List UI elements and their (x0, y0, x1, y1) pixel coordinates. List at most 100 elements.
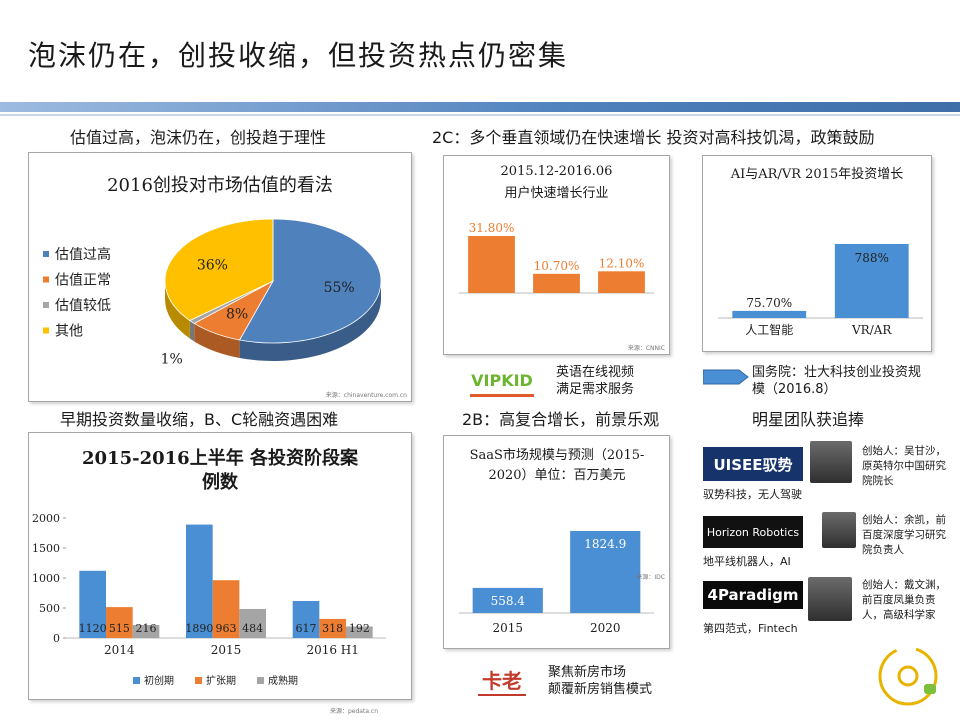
case-line: 英语在线视频 (556, 365, 635, 380)
legend-label: 估值正常 (55, 273, 111, 289)
legend-swatch (43, 302, 49, 308)
chart-panel: AI与AR/VR 2015年投资增长 75.70% 788% 人工智能 VR/AR (702, 155, 932, 352)
slide-title: 泡沫仍在，创投收缩，但投资热点仍密集 (28, 39, 569, 72)
bar (319, 618, 346, 638)
decor-ring (878, 646, 938, 706)
data-label: 318 (322, 622, 343, 635)
founder-photo (808, 577, 852, 621)
x-tick-label: 2016 H1 (306, 643, 358, 657)
bar (533, 273, 580, 293)
legend-swatch (43, 327, 49, 334)
bar (834, 244, 909, 318)
data-label: 1824.9 (584, 537, 626, 551)
bar (186, 524, 213, 638)
section-heading: 2B：高复合增长，前景乐观 (462, 410, 660, 429)
data-label: 558.4 (491, 594, 526, 608)
legend-label: 成熟期 (268, 674, 298, 687)
legend-swatch (257, 677, 264, 684)
company-logo: UISEE驭势 (703, 447, 803, 481)
bar-chart: 0 500 1000 1500 2000 1120 1890 617 515 963 318 216 4… (32, 512, 386, 687)
data-label: 484 (242, 622, 263, 635)
bar-chart: 31.80% 10.70% 12.10% (459, 221, 654, 294)
arrow-shape (703, 369, 749, 385)
y-tick-label: 0 (53, 632, 60, 645)
company-logo: Horizon Robotics (703, 516, 803, 548)
source: 来源：CNNIC (627, 345, 665, 352)
y-tick-label: 2000 (32, 512, 60, 525)
data-label: 1% (161, 351, 183, 367)
legend-label: 扩张期 (206, 674, 236, 687)
company-text: 驭势科技，无人驾驶 (703, 488, 802, 501)
founder-text: 创始人：戴文渊，前百度凤巢负责人，高级科学家 (862, 579, 946, 621)
x-tick-label: 2014 (104, 643, 135, 657)
case-text: 英语在线视频 满足需求服务 (556, 364, 634, 398)
chart-panel: SaaS市场规模与预测（2015-2020）单位：百万美元 558.4 1824.… (443, 435, 670, 649)
source: 来源：pedata.cn (330, 708, 379, 715)
bar (472, 587, 543, 613)
bar (598, 271, 645, 293)
bar (468, 236, 515, 293)
chart-title: AI与AR/VR 2015年投资增长 (730, 167, 904, 182)
x-tick-label: VR/AR (851, 323, 892, 337)
data-label: 10.70% (534, 259, 580, 273)
title-rule (0, 114, 960, 116)
x-tick-label: 人工智能 (745, 322, 793, 337)
bar (732, 310, 807, 318)
data-label: 1890 (185, 622, 213, 635)
section-heading: 2C：多个垂直领域仍在快速增长 投资对高科技饥渴，政策鼓励 (432, 128, 875, 147)
y-tick-label: 500 (39, 602, 60, 615)
chart-subtitle: 用户快速增长行业 (504, 186, 609, 201)
case-text: 聚焦新房市场 颠覆新房销售模式 (548, 664, 652, 698)
data-label: 216 (136, 622, 157, 635)
founder-photo (822, 512, 856, 548)
bar (79, 570, 106, 638)
legend-label: 估值较低 (55, 298, 111, 314)
legend-label: 初创期 (144, 674, 174, 687)
bar (570, 531, 641, 613)
policy-text: 国务院：壮大科技创业投资规模（2016.8） (752, 365, 922, 397)
decor-block (924, 684, 936, 694)
chart-panel: 2015-2016上半年 各投资阶段案例数 0 500 1000 1500 2000 11… (28, 432, 412, 700)
chart-title: 2015.12-2016.06 (500, 164, 613, 179)
x-tick-label: 2020 (590, 621, 621, 635)
section-heading: 明星团队获追捧 (752, 410, 865, 429)
section-heading: 早期投资数量收缩，B、C轮融资遇困难 (60, 410, 339, 429)
chart-panel: 2016创投对市场估值的看法 55% 8% 1% 36% 估值过高 估值正常 估值较低 其他 … (28, 152, 412, 402)
legend-swatch (195, 677, 202, 684)
data-label: 963 (216, 622, 237, 635)
bar-chart: 558.4 1824.9 2015 2020 (459, 531, 654, 635)
pie-slice (164, 218, 274, 321)
pie-slice-side (189, 320, 195, 342)
pie-slice-side (239, 281, 381, 361)
chart-title: SaaS市场规模与预测（2015-2020）单位：百万美元 (469, 448, 645, 483)
bar (239, 608, 266, 638)
company-text: 第四范式，Fintech (703, 622, 798, 635)
legend-swatch (43, 251, 49, 257)
data-label: 75.70% (746, 296, 792, 310)
bar (132, 625, 160, 638)
legend-label: 其他 (55, 324, 83, 340)
case-line: 颠覆新房销售模式 (548, 682, 653, 697)
data-label: 788% (855, 251, 889, 265)
source: 来源：chinaventure.com.cn (325, 392, 407, 399)
company-logo: 卡老 (478, 664, 526, 696)
x-tick-label: 2015 (492, 621, 523, 635)
bar-chart: 75.70% 788% 人工智能 VR/AR (718, 244, 923, 337)
founder-text: 创始人：余凯，前百度深度学习研究院负责人 (862, 514, 946, 556)
company-text: 地平线机器人，AI (703, 555, 791, 568)
y-tick-label: 1500 (32, 542, 60, 555)
data-label: 55% (324, 280, 355, 296)
legend-swatch (43, 276, 49, 283)
legend-label: 估值过高 (55, 246, 111, 263)
data-label: 515 (109, 622, 130, 635)
data-label: 31.80% (469, 221, 515, 235)
chart-title: 2015-2016上半年 各投资阶段案例数 (82, 448, 358, 493)
data-label: 1120 (79, 622, 107, 635)
chart-panel: 2015.12-2016.06 用户快速增长行业 31.80% 10.70% 12.… (443, 155, 670, 355)
legend-swatch (133, 677, 140, 684)
bar (346, 626, 373, 638)
decor-logo (878, 646, 938, 706)
x-tick-label: 2015 (211, 643, 242, 657)
pie-slice-side (165, 281, 190, 339)
